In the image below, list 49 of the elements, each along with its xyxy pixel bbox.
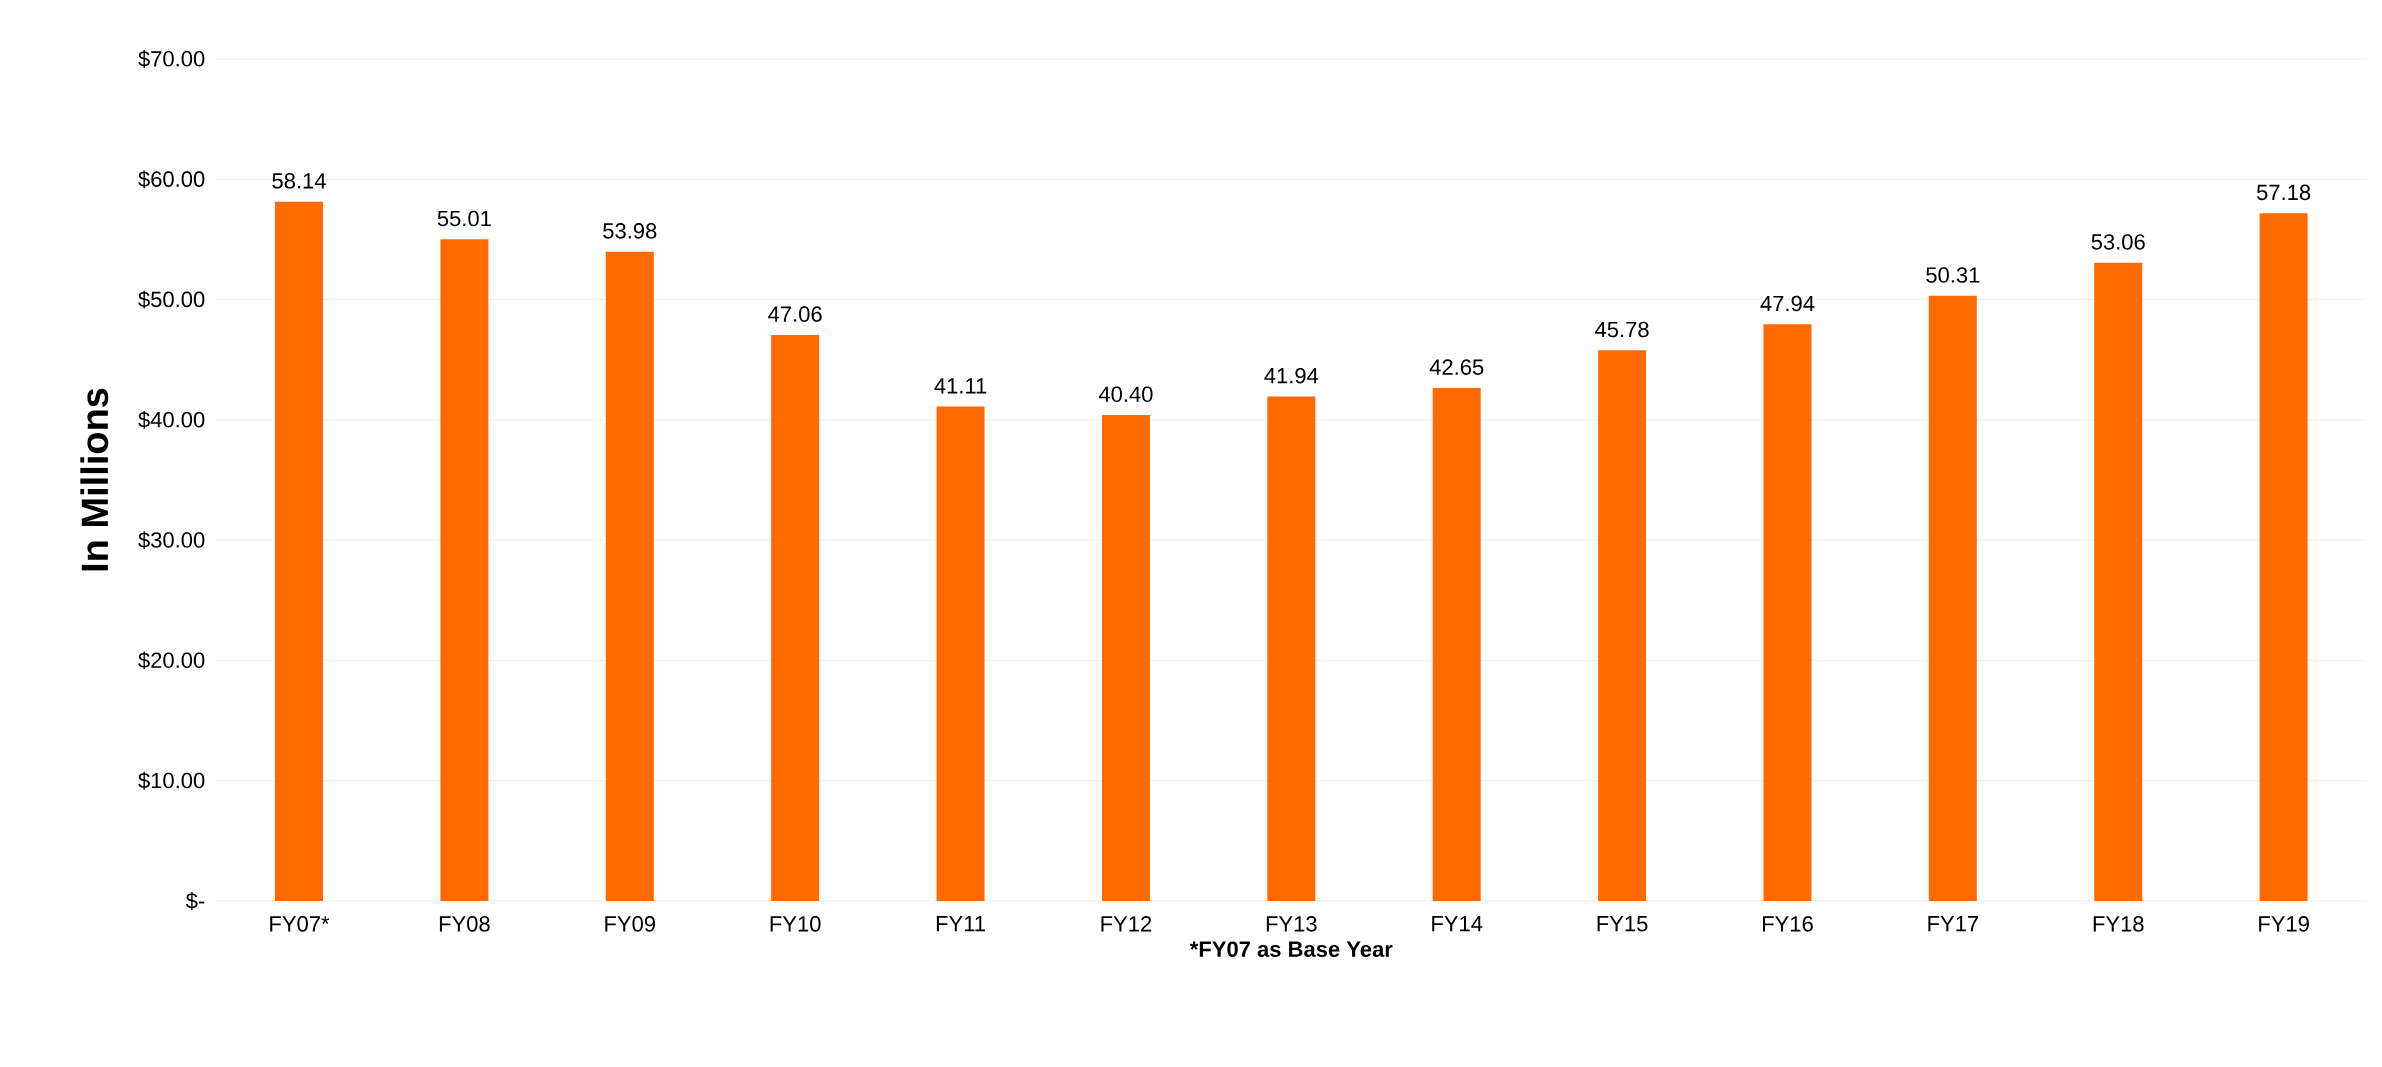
y-tick-label: $-	[185, 892, 205, 910]
x-tick-label: FY19	[2259, 916, 2309, 932]
x-axis-title: *FY07 as Base Year	[1189, 941, 1393, 957]
bar	[2259, 213, 2308, 901]
bar	[1598, 350, 1647, 901]
y-axis-title: In Millions	[80, 388, 109, 571]
data-label: 58.14	[272, 173, 326, 189]
data-label: 45.78	[1595, 321, 1649, 338]
x-tick-label: FY13	[1266, 916, 1317, 932]
bar	[440, 239, 489, 901]
y-tick-label: $40.00	[138, 410, 205, 429]
y-tick-label: $20.00	[138, 651, 205, 670]
bar	[605, 251, 654, 901]
data-label: 47.06	[768, 306, 822, 322]
y-tick-label: $10.00	[138, 771, 205, 790]
bar	[1101, 415, 1150, 901]
x-tick-label: FY12	[1101, 916, 1152, 932]
bar	[1763, 324, 1812, 901]
bar	[1928, 295, 1977, 901]
data-label: 41.94	[1264, 367, 1319, 384]
bar	[1267, 396, 1316, 901]
data-label: 41.11	[934, 378, 987, 394]
y-tick-label: $30.00	[138, 531, 205, 550]
x-tick-label: FY16	[1763, 916, 1813, 932]
y-tick-label: $60.00	[138, 170, 205, 189]
bar	[936, 406, 985, 901]
data-label: 55.01	[437, 210, 491, 227]
y-tick-label: $50.00	[138, 290, 205, 309]
x-tick-label: FY09	[605, 916, 656, 932]
bar	[275, 201, 324, 901]
bar	[2094, 262, 2143, 901]
x-tick-label: FY15	[1597, 916, 1648, 932]
data-label: 50.31	[1926, 267, 1980, 283]
x-tick-label: FY10	[770, 916, 821, 932]
bar	[771, 334, 820, 901]
data-label: 53.06	[2091, 234, 2145, 250]
data-label: 42.65	[1429, 359, 1484, 375]
data-label: 47.94	[1760, 295, 1815, 312]
data-label: 53.98	[603, 223, 657, 239]
x-tick-label: FY11	[936, 916, 985, 932]
x-tick-label: FY18	[2093, 916, 2144, 932]
data-label: 57.18	[2256, 184, 2311, 201]
bar	[1432, 387, 1481, 901]
x-tick-label: FY08	[439, 916, 490, 932]
x-tick-label: FY07*	[270, 916, 330, 932]
x-tick-label: FY14	[1432, 916, 1483, 932]
x-tick-label: FY17	[1928, 916, 1979, 932]
data-label: 40.40	[1098, 386, 1153, 402]
y-tick-label: $70.00	[138, 50, 205, 68]
